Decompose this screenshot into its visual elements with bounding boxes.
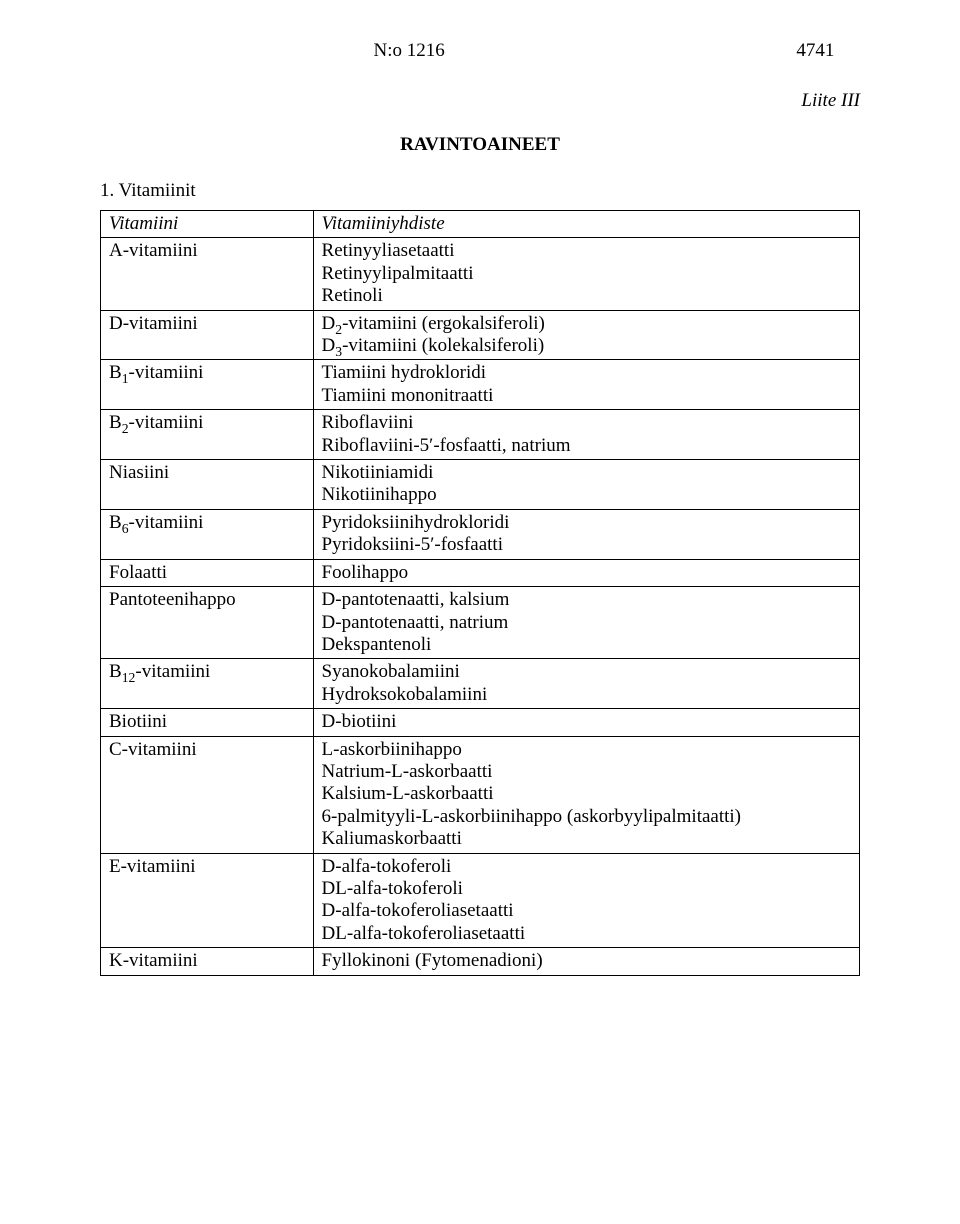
col-header-compound: Vitamiiniyhdiste — [313, 211, 859, 238]
vitamin-compounds: D2-vitamiini (ergokalsiferoli)D3-vitamii… — [313, 310, 859, 360]
vitamin-name: D-vitamiini — [101, 310, 314, 360]
table-row: FolaattiFoolihappo — [101, 559, 860, 586]
vitamin-compounds: Fyllokinoni (Fytomenadioni) — [313, 948, 859, 975]
vitamin-name: Biotiini — [101, 709, 314, 736]
table-row: E-vitamiiniD-alfa-tokoferoliDL-alfa-toko… — [101, 853, 860, 948]
vitamin-compounds: D-alfa-tokoferoliDL-alfa-tokoferoliD-alf… — [313, 853, 859, 948]
table-header-row: Vitamiini Vitamiiniyhdiste — [101, 211, 860, 238]
vitamin-compounds: SyanokobalamiiniHydroksokobalamiini — [313, 659, 859, 709]
vitamin-compounds: L-askorbiinihappoNatrium-L-askorbaattiKa… — [313, 736, 859, 853]
vitamin-name: Folaatti — [101, 559, 314, 586]
doc-title: RAVINTOAINEET — [100, 134, 860, 156]
vitamin-name: Niasiini — [101, 460, 314, 510]
section-title: 1. Vitamiinit — [100, 180, 860, 202]
vitamins-table: Vitamiini Vitamiiniyhdiste A-vitamiiniRe… — [100, 210, 860, 976]
page-number: 4741 — [470, 40, 835, 62]
table-row: PantoteenihappoD-pantotenaatti, kalsiumD… — [101, 587, 860, 659]
vitamin-name: B1-vitamiini — [101, 360, 314, 410]
table-row: A-vitamiiniRetinyyliasetaattiRetinyylipa… — [101, 238, 860, 310]
table-row: B12-vitamiiniSyanokobalamiiniHydroksokob… — [101, 659, 860, 709]
table-row: C-vitamiiniL-askorbiinihappoNatrium-L-as… — [101, 736, 860, 853]
vitamin-name: A-vitamiini — [101, 238, 314, 310]
vitamin-name: B2-vitamiini — [101, 410, 314, 460]
table-row: B2-vitamiiniRiboflaviiniRiboflaviini-5′-… — [101, 410, 860, 460]
vitamin-compounds: PyridoksiinihydrokloridiPyridoksiini-5′-… — [313, 509, 859, 559]
vitamin-name: E-vitamiini — [101, 853, 314, 948]
vitamin-name: B6-vitamiini — [101, 509, 314, 559]
col-header-vitamin: Vitamiini — [101, 211, 314, 238]
vitamin-compounds: RetinyyliasetaattiRetinyylipalmitaattiRe… — [313, 238, 859, 310]
doc-number: N:o 1216 — [100, 40, 465, 62]
table-row: D-vitamiiniD2-vitamiini (ergokalsiferoli… — [101, 310, 860, 360]
table-row: BiotiiniD-biotiini — [101, 709, 860, 736]
vitamin-compounds: Foolihappo — [313, 559, 859, 586]
appendix-label: Liite III — [100, 90, 860, 112]
table-row: NiasiiniNikotiiniamidiNikotiinihappo — [101, 460, 860, 510]
table-row: B6-vitamiiniPyridoksiinihydrokloridiPyri… — [101, 509, 860, 559]
vitamin-name: B12-vitamiini — [101, 659, 314, 709]
vitamin-compounds: RiboflaviiniRiboflaviini-5′-fosfaatti, n… — [313, 410, 859, 460]
vitamin-compounds: NikotiiniamidiNikotiinihappo — [313, 460, 859, 510]
vitamin-compounds: Tiamiini hydrokloridiTiamiini mononitraa… — [313, 360, 859, 410]
table-row: K-vitamiiniFyllokinoni (Fytomenadioni) — [101, 948, 860, 975]
vitamin-name: Pantoteenihappo — [101, 587, 314, 659]
page-header: N:o 1216 4741 — [100, 40, 860, 62]
vitamin-name: C-vitamiini — [101, 736, 314, 853]
table-row: B1-vitamiiniTiamiini hydrokloridiTiamiin… — [101, 360, 860, 410]
vitamin-compounds: D-pantotenaatti, kalsiumD-pantotenaatti,… — [313, 587, 859, 659]
vitamin-name: K-vitamiini — [101, 948, 314, 975]
vitamin-compounds: D-biotiini — [313, 709, 859, 736]
